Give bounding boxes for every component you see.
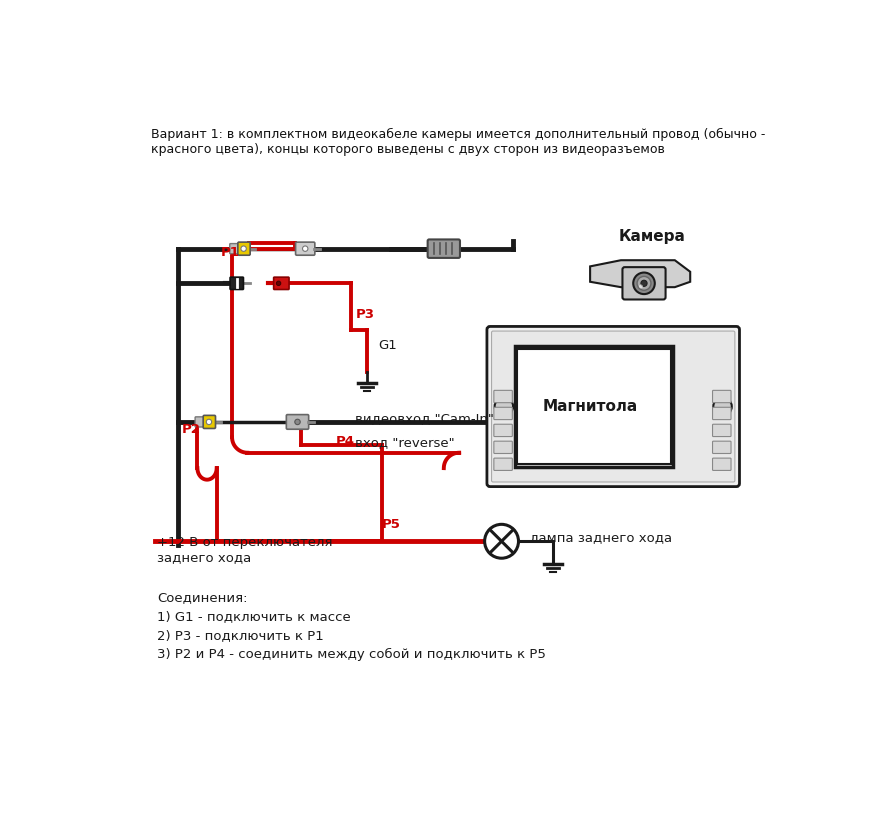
Text: видеовход "Cam-In": видеовход "Cam-In"	[355, 412, 494, 425]
Circle shape	[294, 420, 301, 424]
FancyBboxPatch shape	[494, 407, 513, 420]
Text: Магнитола: Магнитола	[543, 399, 637, 414]
Text: P4: P4	[336, 435, 355, 448]
Text: вход "reverse": вход "reverse"	[355, 437, 455, 450]
Text: Камера: Камера	[618, 229, 685, 245]
FancyBboxPatch shape	[494, 390, 513, 402]
FancyBboxPatch shape	[238, 242, 250, 255]
FancyBboxPatch shape	[494, 441, 513, 453]
Text: Вариант 1: в комплектном видеокабеле камеры имеется дополнительный провод (обычн: Вариант 1: в комплектном видеокабеле кам…	[151, 128, 766, 156]
FancyBboxPatch shape	[492, 331, 735, 482]
Polygon shape	[591, 260, 690, 287]
Circle shape	[639, 284, 643, 288]
FancyBboxPatch shape	[494, 424, 513, 437]
FancyBboxPatch shape	[230, 277, 243, 290]
FancyBboxPatch shape	[713, 390, 731, 402]
FancyBboxPatch shape	[713, 407, 731, 420]
Circle shape	[484, 525, 519, 558]
Text: P2: P2	[182, 424, 201, 437]
Text: P1: P1	[220, 246, 240, 259]
Text: +12 В от переключателя
заднего хода: +12 В от переключателя заднего хода	[157, 536, 333, 564]
Circle shape	[302, 246, 308, 251]
Circle shape	[637, 277, 651, 291]
Circle shape	[277, 281, 281, 286]
FancyBboxPatch shape	[295, 242, 315, 255]
FancyBboxPatch shape	[428, 240, 460, 258]
FancyBboxPatch shape	[487, 327, 740, 487]
Circle shape	[241, 246, 247, 251]
Text: P3: P3	[355, 308, 374, 321]
FancyBboxPatch shape	[274, 277, 289, 290]
Circle shape	[633, 273, 655, 294]
FancyBboxPatch shape	[622, 267, 666, 300]
Circle shape	[713, 397, 732, 415]
FancyBboxPatch shape	[494, 458, 513, 470]
Text: P5: P5	[382, 518, 401, 531]
FancyBboxPatch shape	[195, 417, 204, 427]
Text: G1: G1	[378, 339, 397, 351]
FancyBboxPatch shape	[230, 244, 239, 254]
FancyBboxPatch shape	[713, 441, 731, 453]
Circle shape	[495, 397, 513, 415]
Circle shape	[206, 420, 211, 424]
FancyBboxPatch shape	[517, 349, 671, 464]
FancyBboxPatch shape	[203, 415, 216, 429]
Text: Соединения:
1) G1 - подключить к массе
2) Р3 - подключить к Р1
3) Р2 и Р4 - соед: Соединения: 1) G1 - подключить к массе 2…	[157, 591, 546, 662]
FancyBboxPatch shape	[286, 415, 309, 429]
FancyBboxPatch shape	[713, 424, 731, 437]
Circle shape	[641, 280, 647, 287]
FancyBboxPatch shape	[713, 458, 731, 470]
Text: лампа заднего хода: лампа заднего хода	[530, 531, 672, 544]
